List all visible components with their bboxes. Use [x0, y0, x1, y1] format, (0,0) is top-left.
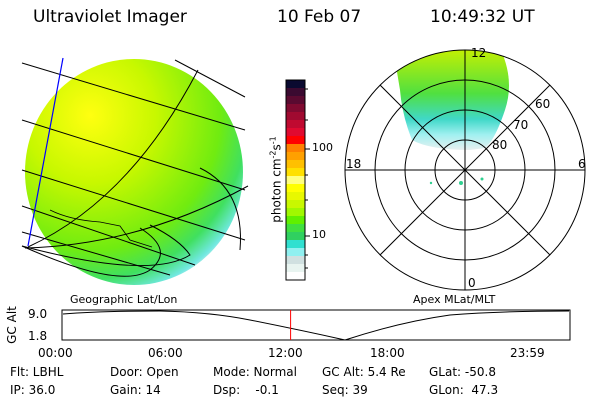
colorbar-swatch — [286, 152, 305, 161]
colorbar-swatch — [286, 256, 305, 265]
colorbar-swatch — [286, 80, 305, 89]
time-label: 10:49:32 UT — [430, 7, 535, 27]
status-mode: Mode: Normal — [213, 365, 297, 379]
ytick-1.8: 1.8 — [28, 329, 48, 343]
colorbar-tick-100: 100 — [312, 141, 333, 154]
polar-grid — [344, 49, 586, 291]
colorbar-swatch — [286, 120, 305, 129]
status-filter: Flt: LBHL — [10, 365, 64, 379]
mlt-6: 6 — [578, 157, 586, 171]
colorbar-swatch — [286, 200, 305, 209]
mlat-80: 80 — [492, 138, 508, 152]
status-dsp: Dsp: -0.1 — [213, 383, 279, 397]
colorbar-swatch — [286, 104, 305, 113]
earth-image — [25, 59, 243, 285]
instrument-title: Ultraviolet Imager — [33, 7, 187, 27]
colorbar-label: photon cm-2s-1 — [269, 110, 284, 250]
mlat-60: 60 — [535, 97, 551, 111]
colorbar-swatch — [286, 128, 305, 137]
colorbar-label-s: s — [269, 144, 284, 151]
xtick-1200: 12:00 — [268, 346, 303, 360]
status-glat: GLat: -50.8 — [429, 365, 496, 379]
colorbar-swatch — [286, 232, 305, 241]
colorbar-swatch — [286, 96, 305, 105]
status-door: Door: Open — [110, 365, 179, 379]
colorbar — [285, 79, 306, 281]
altitude-curve — [62, 310, 570, 341]
geo-grid — [21, 59, 249, 277]
colorbar-swatch — [286, 88, 305, 97]
xtick-0600: 06:00 — [148, 346, 183, 360]
colorbar-swatch — [286, 184, 305, 193]
colorbar-swatch — [286, 248, 305, 257]
colorbar-swatch — [286, 224, 305, 233]
colorbar-tick-10: 10 — [312, 228, 326, 241]
colorbar-label-exp2: -1 — [268, 136, 278, 145]
geo-panel-label: Geographic Lat/Lon — [70, 293, 178, 306]
xtick-1800: 18:00 — [370, 346, 405, 360]
mlt-12: 12 — [471, 46, 487, 60]
colorbar-swatch — [286, 176, 305, 185]
colorbar-swatch — [286, 264, 305, 273]
colorbar-label-exp1: -2 — [268, 150, 278, 159]
xtick-0000: 00:00 — [38, 346, 73, 360]
date-label: 10 Feb 07 — [277, 7, 362, 27]
polar-spots — [429, 177, 484, 185]
status-glon: GLon: 47.3 — [429, 383, 499, 397]
terminator-line — [27, 57, 64, 247]
status-gain: Gain: 14 — [110, 383, 161, 397]
status-gc-alt: GC Alt: 5.4 Re — [322, 365, 406, 379]
colorbar-swatch — [286, 240, 305, 249]
status-seq: Seq: 39 — [322, 383, 368, 397]
colorbar-swatch — [286, 168, 305, 177]
polar-panel-label: Apex MLat/MLT — [413, 293, 496, 306]
colorbar-swatch — [286, 112, 305, 121]
xtick-2359: 23:59 — [510, 346, 545, 360]
colorbar-swatch — [286, 144, 305, 153]
colorbar-swatch — [286, 208, 305, 217]
status-ip: IP: 36.0 — [10, 383, 56, 397]
colorbar-ticks — [305, 88, 310, 269]
timeline-ylabel: GC Alt — [4, 306, 19, 344]
colorbar-label-text: photon cm — [269, 158, 284, 223]
timeline-plot — [61, 309, 571, 341]
colorbar-swatch — [286, 136, 305, 145]
auroral-oval-image — [395, 50, 509, 150]
colorbar-swatch — [286, 272, 305, 281]
colorbar-swatch — [286, 216, 305, 225]
mlat-70: 70 — [513, 118, 529, 132]
ytick-9: 9.0 — [28, 307, 48, 321]
mlt-0: 0 — [468, 276, 476, 290]
colorbar-swatch — [286, 160, 305, 169]
colorbar-border — [285, 79, 306, 281]
mlt-18: 18 — [346, 157, 362, 171]
colorbar-swatch — [286, 192, 305, 201]
